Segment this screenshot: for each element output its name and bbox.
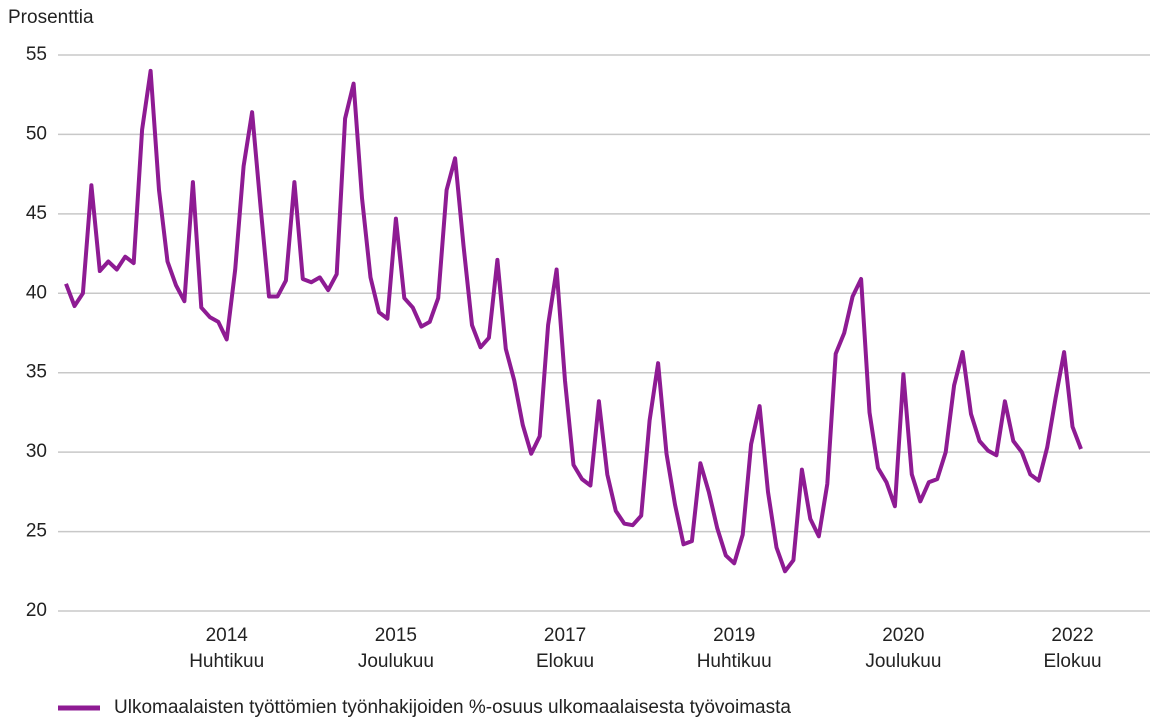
y-tick-label: 40 <box>26 282 47 303</box>
x-tick-label: 2015 <box>375 625 417 646</box>
data-line <box>64 68 1083 574</box>
x-tick-label: Huhtikuu <box>189 651 264 672</box>
x-tick-label: Joulukuu <box>358 651 434 672</box>
x-tick-label: Elokuu <box>536 651 594 672</box>
x-tick-label: 2020 <box>882 625 924 646</box>
x-tick-label: 2022 <box>1051 625 1093 646</box>
y-tick-label: 45 <box>26 203 47 224</box>
x-tick-label: Huhtikuu <box>697 651 772 672</box>
x-tick-label: Elokuu <box>1043 651 1101 672</box>
y-tick-label: 30 <box>26 441 47 462</box>
y-tick-label: 35 <box>26 362 47 383</box>
x-tick-label: 2017 <box>544 625 586 646</box>
legend-label: Ulkomaalaisten työttömien työnhakijoiden… <box>114 697 791 718</box>
y-tick-label: 25 <box>26 521 47 542</box>
y-tick-label: 50 <box>26 123 47 144</box>
y-tick-label: 55 <box>26 44 47 65</box>
x-tick-label: 2014 <box>206 625 249 646</box>
x-tick-label: Joulukuu <box>865 651 941 672</box>
y-axis-label: Prosenttia <box>8 7 94 28</box>
x-tick-label: 2019 <box>713 625 755 646</box>
y-tick-label: 20 <box>26 600 47 621</box>
